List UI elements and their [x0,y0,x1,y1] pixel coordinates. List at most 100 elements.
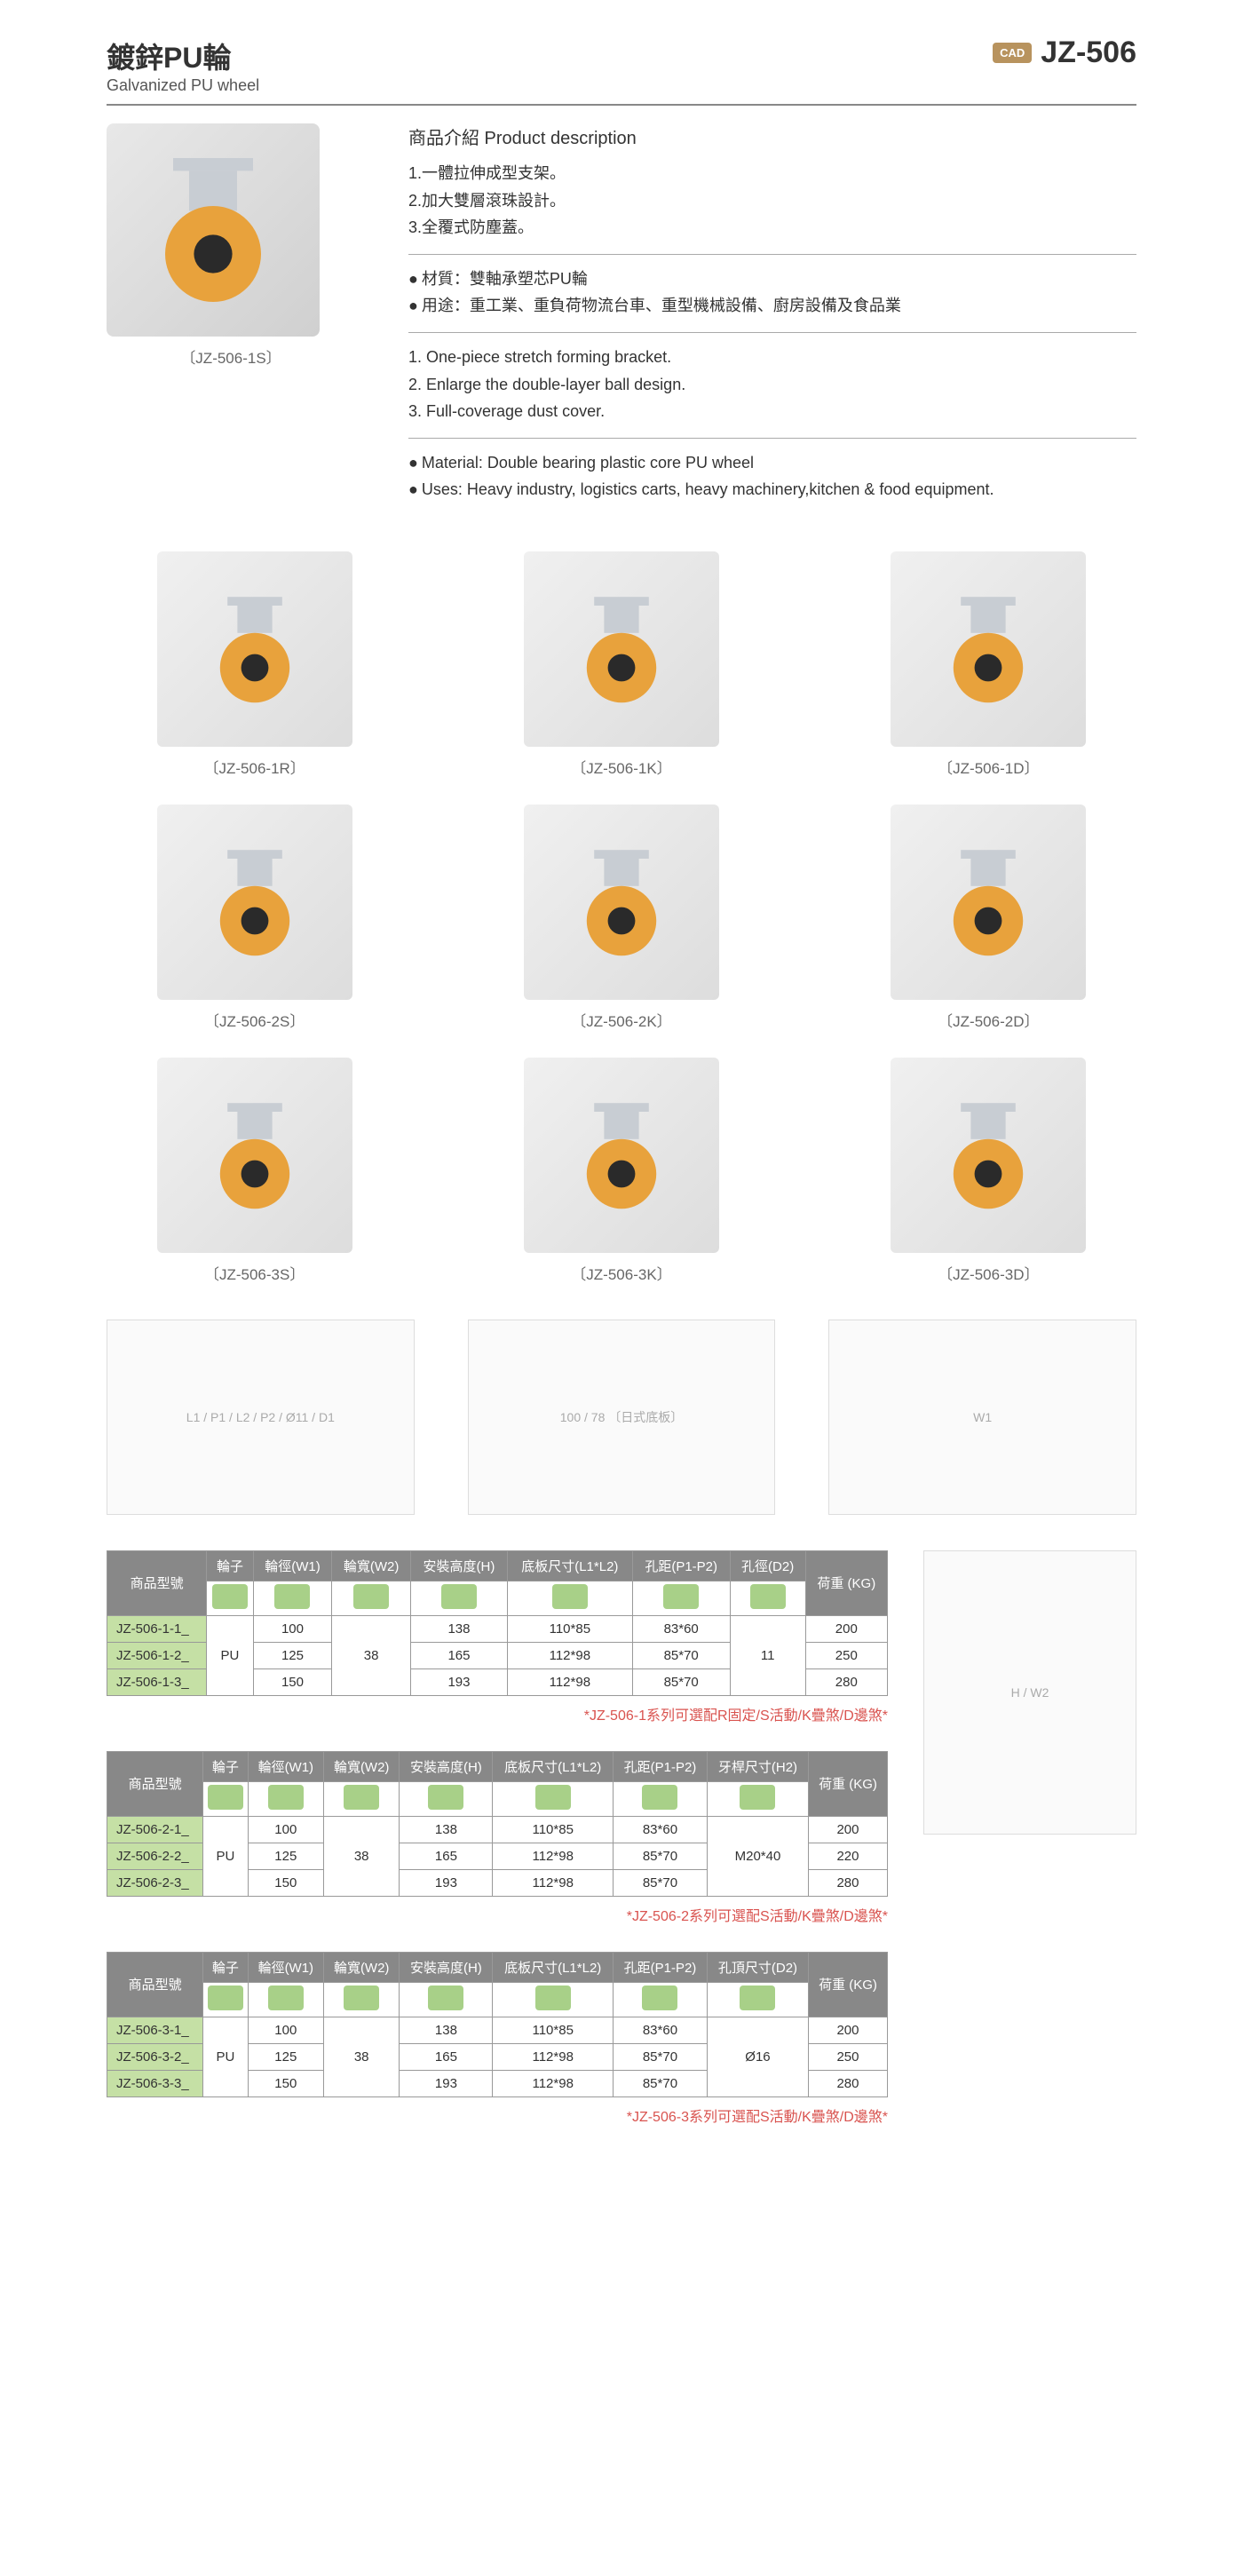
icon-row [107,1581,888,1615]
cell-extra: Ø16 [707,2017,808,2096]
cell-model: JZ-506-2-2_ [107,1843,203,1869]
desc-en-material: Material: Double bearing plastic core PU… [408,449,1136,477]
product-label: 〔JZ-506-3S〕 [107,1262,402,1284]
table-note: *JZ-506-1系列可選配R固定/S活動/K疊煞/D邊煞* [107,1703,888,1724]
desc-en-uses: Uses: Heavy industry, logistics carts, h… [408,476,1136,503]
cell-h: 193 [410,1668,507,1695]
desc-cn-points: 1.一體拉伸成型支架。 2.加大雙層滾珠設計。 3.全覆式防塵蓋。 [408,160,1136,242]
product-cell: 〔JZ-506-3K〕 [473,1058,769,1284]
cell-hole: 83*60 [613,2017,707,2043]
title-block: 鍍鋅PU輪 Galvanized PU wheel [107,36,259,95]
icon-cell [248,1982,323,2017]
cell-hole: 85*70 [632,1668,730,1695]
cell-plate: 110*85 [493,2017,614,2043]
icon-cell [253,1581,332,1615]
cell-h: 193 [400,1869,493,1896]
desc-cn-spec: 材質：雙軸承塑芯PU輪 用途：重工業、重負荷物流台車、重型機械設備、廚房設備及食… [408,266,1136,320]
icon-cell [400,1982,493,2017]
icon-cell [632,1581,730,1615]
cell-load: 280 [805,1668,887,1695]
header-rule [107,104,1136,106]
cell-w2: 38 [332,1615,411,1695]
cell-h: 165 [410,1642,507,1668]
product-label: 〔JZ-506-1R〕 [107,756,402,778]
product-image [157,551,352,747]
product-image [891,805,1086,1000]
cell-w1: 125 [248,1843,323,1869]
th-w1: 輪徑(W1) [248,1952,323,1982]
cell-w1: 100 [253,1615,332,1642]
icon-cell [613,1781,707,1816]
product-label: 〔JZ-506-2S〕 [107,1009,402,1031]
product-label: 〔JZ-506-1D〕 [841,756,1136,778]
cell-w1: 100 [248,2017,323,2043]
th-h: 安裝高度(H) [410,1550,507,1581]
cell-plate: 110*85 [493,1816,614,1843]
cell-model: JZ-506-1-2_ [107,1642,207,1668]
spec-icon [535,1785,571,1810]
icon-cell [493,1781,614,1816]
th-w2: 輪寬(W2) [324,1751,400,1781]
cell-hole: 83*60 [613,1816,707,1843]
cell-h: 138 [410,1615,507,1642]
caster-wheel-icon [133,150,293,310]
th-plate: 底板尺寸(L1*L2) [493,1952,614,1982]
cell-load: 250 [808,2043,887,2070]
cell-hole: 85*70 [632,1642,730,1668]
caster-wheel-icon [193,1093,317,1217]
cell-h: 193 [400,2070,493,2096]
icon-cell [707,1781,808,1816]
desc-cn-1: 1.一體拉伸成型支架。 [408,160,1136,187]
cell-w1: 100 [248,1816,323,1843]
spec-icon [212,1584,248,1609]
icon-cell [507,1581,632,1615]
cell-plate: 110*85 [507,1615,632,1642]
icon-cell [248,1781,323,1816]
th-model: 商品型號 [107,1550,207,1615]
icon-cell [324,1781,400,1816]
th-model: 商品型號 [107,1952,203,2017]
icon-cell [400,1781,493,1816]
product-image [157,805,352,1000]
cell-model: JZ-506-1-1_ [107,1615,207,1642]
desc-en-spec: Material: Double bearing plastic core PU… [408,449,1136,503]
desc-sep-3 [408,438,1136,439]
cell-h: 165 [400,1843,493,1869]
product-cell: 〔JZ-506-3D〕 [841,1058,1136,1284]
hero-label: 〔JZ-506-1S〕 [107,345,355,368]
desc-cn-material: 材質：雙軸承塑芯PU輪 [408,266,1136,293]
cell-load: 280 [808,1869,887,1896]
spec-icon [268,1986,304,2010]
desc-sep-2 [408,332,1136,333]
th-hole: 孔距(P1-P2) [632,1550,730,1581]
icon-cell [324,1982,400,2017]
cell-wheel-type: PU [203,1816,248,1896]
cell-load: 250 [805,1642,887,1668]
product-cell: 〔JZ-506-2S〕 [107,805,402,1031]
product-cell: 〔JZ-506-3S〕 [107,1058,402,1284]
cell-plate: 112*98 [507,1642,632,1668]
spec-icon [428,1785,463,1810]
table-row: JZ-506-2-1_ PU 100 38 138 110*85 83*60 M… [107,1816,888,1843]
th-col7: 牙桿尺寸(H2) [707,1751,808,1781]
caster-wheel-icon [193,840,317,964]
icon-cell [207,1581,253,1615]
cell-w1: 125 [253,1642,332,1668]
spec-icon [663,1584,699,1609]
cell-model: JZ-506-2-1_ [107,1816,203,1843]
cell-plate: 112*98 [507,1668,632,1695]
cell-w1: 150 [248,2070,323,2096]
cell-hole: 85*70 [613,2070,707,2096]
th-load: 荷重 (KG) [805,1550,887,1615]
th-model: 商品型號 [107,1751,203,1816]
cell-extra: M20*40 [707,1816,808,1896]
spec-icon [208,1785,243,1810]
product-cell: 〔JZ-506-2D〕 [841,805,1136,1031]
icon-row [107,1982,888,2017]
cell-w2: 38 [324,1816,400,1896]
cell-plate: 112*98 [493,2070,614,2096]
table-header-row: 商品型號 輪子 輪徑(W1) 輪寬(W2) 安裝高度(H) 底板尺寸(L1*L2… [107,1550,888,1581]
th-load: 荷重 (KG) [808,1952,887,2017]
product-cell: 〔JZ-506-2K〕 [473,805,769,1031]
cell-load: 200 [805,1615,887,1642]
